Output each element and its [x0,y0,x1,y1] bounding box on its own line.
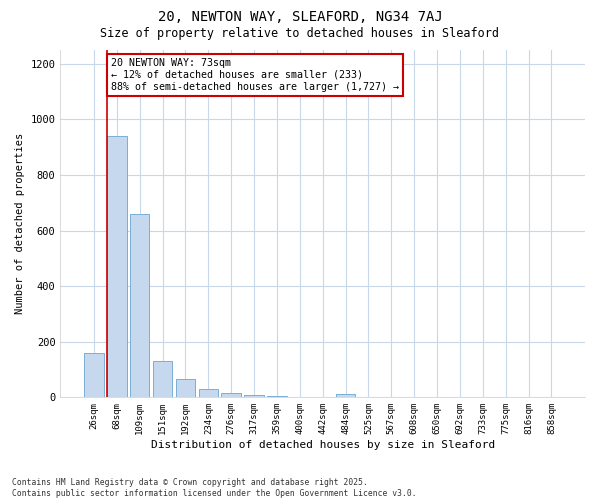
Y-axis label: Number of detached properties: Number of detached properties [15,133,25,314]
Bar [244,395,264,398]
Text: 20 NEWTON WAY: 73sqm
← 12% of detached houses are smaller (233)
88% of semi-deta: 20 NEWTON WAY: 73sqm ← 12% of detached h… [110,58,398,92]
Bar [107,136,127,398]
Bar [130,214,149,398]
Bar [176,380,195,398]
Bar [267,396,287,398]
Text: 20, NEWTON WAY, SLEAFORD, NG34 7AJ: 20, NEWTON WAY, SLEAFORD, NG34 7AJ [158,10,442,24]
Bar [84,353,104,398]
Text: Size of property relative to detached houses in Sleaford: Size of property relative to detached ho… [101,28,499,40]
Text: Contains HM Land Registry data © Crown copyright and database right 2025.
Contai: Contains HM Land Registry data © Crown c… [12,478,416,498]
Bar [153,361,172,398]
Bar [199,389,218,398]
Bar [336,394,355,398]
Bar [221,393,241,398]
X-axis label: Distribution of detached houses by size in Sleaford: Distribution of detached houses by size … [151,440,495,450]
